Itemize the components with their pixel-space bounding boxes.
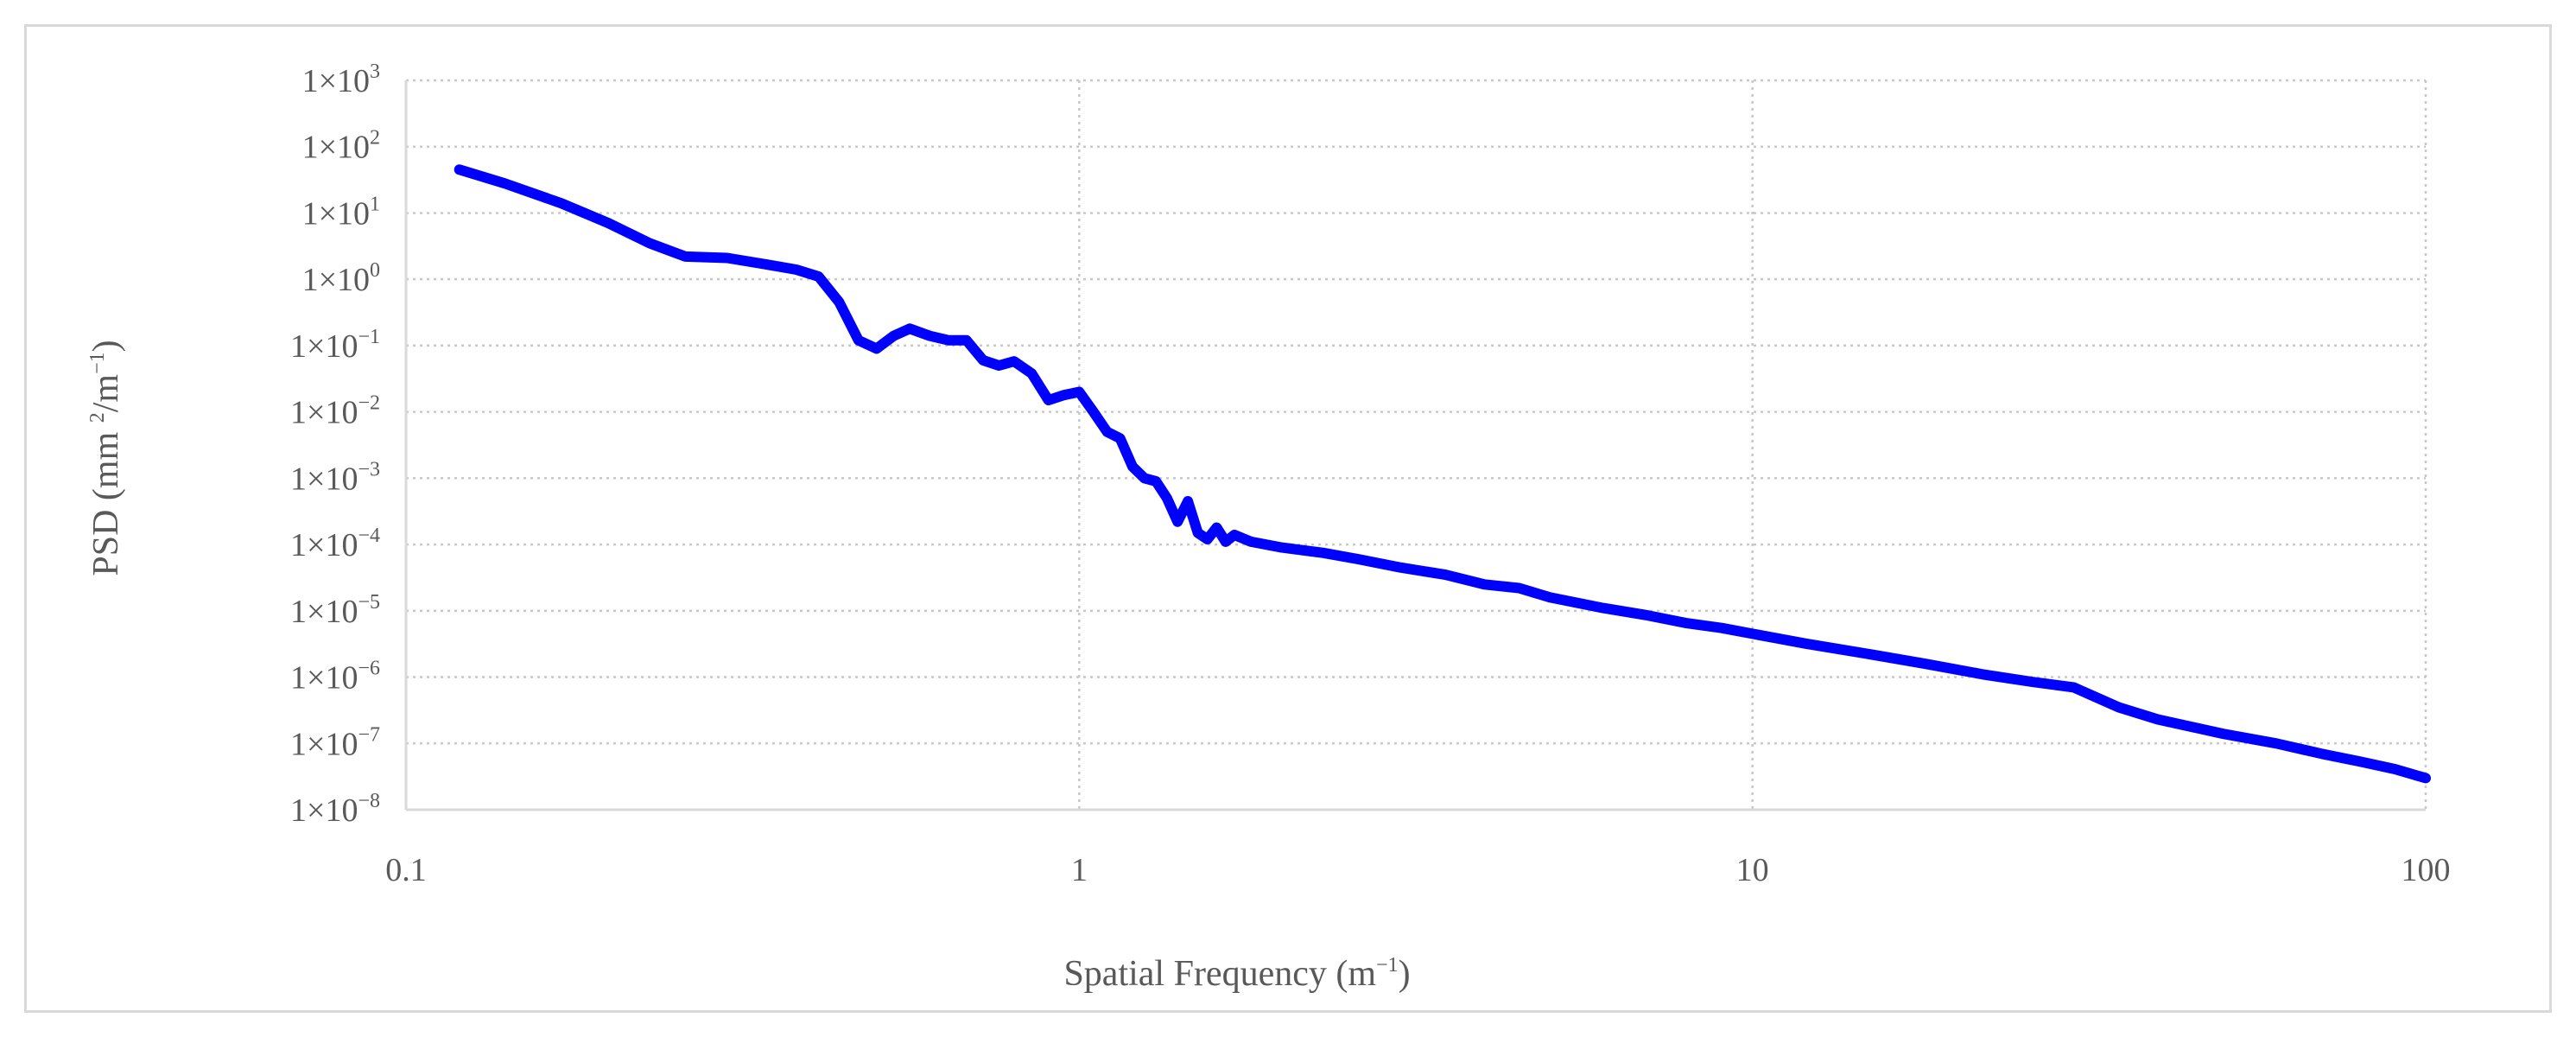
x-axis-title: Spatial Frequency (m−1) — [1063, 954, 1410, 994]
y-tick-label: 1×10−5 — [290, 591, 380, 630]
y-tick-label: 1×10−4 — [290, 525, 380, 563]
tick-labels: 1×103 1×102 1×101 1×100 1×10−1 1×10−2 1×10−3 1×… — [290, 60, 2450, 888]
grid-layer — [406, 79, 2427, 810]
x-tick-label: 10 — [1736, 852, 1769, 888]
y-axis-title-tail: ) — [86, 340, 126, 352]
y-tick-label: 1×101 — [302, 193, 380, 232]
y-tick-label: 1×102 — [302, 127, 380, 166]
x-tick-label: 1 — [1071, 852, 1088, 888]
y-tick-label: 1×10−7 — [290, 723, 380, 762]
y-tick-label: 1×10−1 — [290, 326, 380, 365]
y-tick-label: 1×100 — [302, 259, 380, 298]
y-tick-label: 1×10−8 — [290, 790, 380, 829]
y-axis-title-sup1: 2 — [86, 412, 109, 423]
x-tick-label: 100 — [2402, 852, 2451, 888]
y-tick-label: 1×10−6 — [290, 658, 380, 697]
y-tick-label: 1×103 — [302, 60, 380, 99]
x-tick-label: 0.1 — [385, 852, 427, 888]
x-axis-title-sup: −1 — [1376, 954, 1399, 977]
series-layer — [454, 164, 2431, 784]
x-axis-title-tail: ) — [1399, 954, 1411, 994]
axis-layer — [404, 80, 2426, 811]
chart-frame — [24, 24, 2552, 1013]
y-axis-title-sup2: −1 — [86, 352, 109, 374]
y-axis-title-part1: PSD (mm — [86, 423, 126, 576]
series-line-0 — [454, 164, 2431, 784]
y-tick-label: 1×10−2 — [290, 392, 380, 431]
x-axis-title-text: Spatial Frequency (m — [1063, 954, 1376, 994]
y-axis-title: PSD (mm 2/m−1) — [86, 340, 126, 576]
y-tick-label: 1×10−3 — [290, 458, 380, 497]
y-axis-title-part2: /m — [86, 374, 126, 413]
